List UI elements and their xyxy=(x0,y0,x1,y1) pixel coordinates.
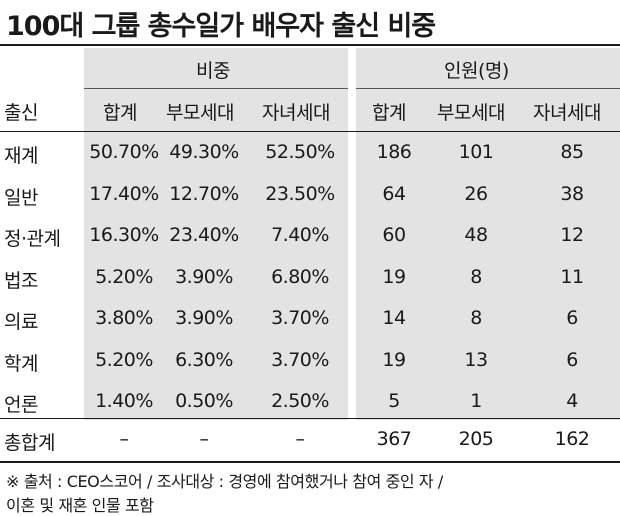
cell-ratio-total: 1.40% xyxy=(95,390,153,412)
cell-count-total: 14 xyxy=(382,307,406,329)
cell-count-parent: 205 xyxy=(458,428,494,450)
cell-ratio-parent: 23.40% xyxy=(169,224,239,246)
cell-ratio-total: 16.30% xyxy=(89,224,159,246)
ratio-column-band xyxy=(84,48,348,420)
cell-count-total: 367 xyxy=(376,428,412,450)
total-top-rule xyxy=(0,418,620,419)
page-title: 100대 그룹 총수일가 배우자 출신 비중 xyxy=(6,11,436,42)
ratio-group-underline xyxy=(84,88,348,89)
cell-count-parent: 13 xyxy=(464,348,488,371)
cell-count-child: 12 xyxy=(560,224,584,246)
column-header-ratio-parent: 부모세대 xyxy=(166,102,234,124)
cell-ratio-child: 3.70% xyxy=(271,348,329,371)
table-top-rule xyxy=(0,44,620,46)
cell-ratio-child: 7.40% xyxy=(271,224,329,246)
column-header-count-child: 자녀세대 xyxy=(533,102,601,124)
cell-origin: 재계 xyxy=(4,145,38,167)
table-bottom-rule xyxy=(0,461,620,463)
cell-count-child: 6 xyxy=(566,307,578,329)
column-header-ratio-total: 합계 xyxy=(103,102,137,124)
cell-ratio-parent: 3.90% xyxy=(175,307,233,329)
cell-origin: 일반 xyxy=(4,186,38,209)
cell-ratio-parent: 6.30% xyxy=(175,348,233,371)
cell-count-parent: 8 xyxy=(470,265,482,288)
cell-origin: 법조 xyxy=(4,269,38,292)
cell-count-total: 19 xyxy=(382,265,406,288)
column-header-count-parent: 부모세대 xyxy=(437,102,505,124)
cell-count-total: 186 xyxy=(376,141,412,163)
cell-count-total: 60 xyxy=(382,224,406,246)
cell-ratio-child: 6.80% xyxy=(271,265,329,288)
cell-count-child: 85 xyxy=(560,141,584,163)
count-column-band xyxy=(356,48,620,420)
count-group-underline xyxy=(356,88,620,89)
cell-ratio-total: – xyxy=(119,428,130,450)
cell-ratio-parent: 0.50% xyxy=(175,390,233,412)
cell-ratio-parent: – xyxy=(199,428,210,450)
cell-origin: 학계 xyxy=(4,352,38,375)
cell-ratio-total: 17.40% xyxy=(89,182,159,205)
cell-count-parent: 8 xyxy=(470,307,482,329)
cell-ratio-child: 3.70% xyxy=(271,307,329,329)
cell-ratio-child: 23.50% xyxy=(265,182,335,205)
header-bottom-rule xyxy=(0,131,620,132)
cell-count-child: 4 xyxy=(566,390,578,412)
group-header-ratio: 비중 xyxy=(196,60,230,82)
cell-count-total: 64 xyxy=(382,182,406,205)
cell-count-parent: 48 xyxy=(464,224,488,246)
group-header-count: 인원(명) xyxy=(444,60,509,82)
cell-ratio-total: 5.20% xyxy=(95,348,153,371)
column-header-count-total: 합계 xyxy=(372,102,406,124)
cell-ratio-child: 2.50% xyxy=(271,390,329,412)
cell-ratio-total: 5.20% xyxy=(95,265,153,288)
column-header-origin: 출신 xyxy=(4,102,38,124)
cell-ratio-total: 50.70% xyxy=(89,141,159,163)
cell-count-total: 19 xyxy=(382,348,406,371)
source-note: ※ 출처 : CEO스코어 / 조사대상 : 경영에 참여했거나 참여 중인 자… xyxy=(6,472,443,491)
cell-count-child: 11 xyxy=(560,265,584,288)
cell-count-parent: 101 xyxy=(458,141,494,163)
column-header-ratio-child: 자녀세대 xyxy=(262,102,330,124)
cell-origin: 의료 xyxy=(4,311,38,333)
cell-count-parent: 1 xyxy=(470,390,482,412)
scope-note: 이혼 및 재혼 인물 포함 xyxy=(6,496,154,515)
cell-count-child: 6 xyxy=(566,348,578,371)
cell-origin: 언론 xyxy=(4,394,38,416)
cell-ratio-child: 52.50% xyxy=(265,141,335,163)
cell-ratio-parent: 12.70% xyxy=(169,182,239,205)
cell-ratio-total: 3.80% xyxy=(95,307,153,329)
cell-count-parent: 26 xyxy=(464,182,488,205)
cell-ratio-parent: 49.30% xyxy=(169,141,239,163)
cell-count-total: 5 xyxy=(388,390,400,412)
cell-count-child: 162 xyxy=(554,428,590,450)
cell-count-child: 38 xyxy=(560,182,584,205)
cell-origin: 총합계 xyxy=(4,432,55,454)
cell-ratio-child: – xyxy=(295,428,306,450)
cell-origin: 정·관계 xyxy=(4,228,61,250)
cell-ratio-parent: 3.90% xyxy=(175,265,233,288)
